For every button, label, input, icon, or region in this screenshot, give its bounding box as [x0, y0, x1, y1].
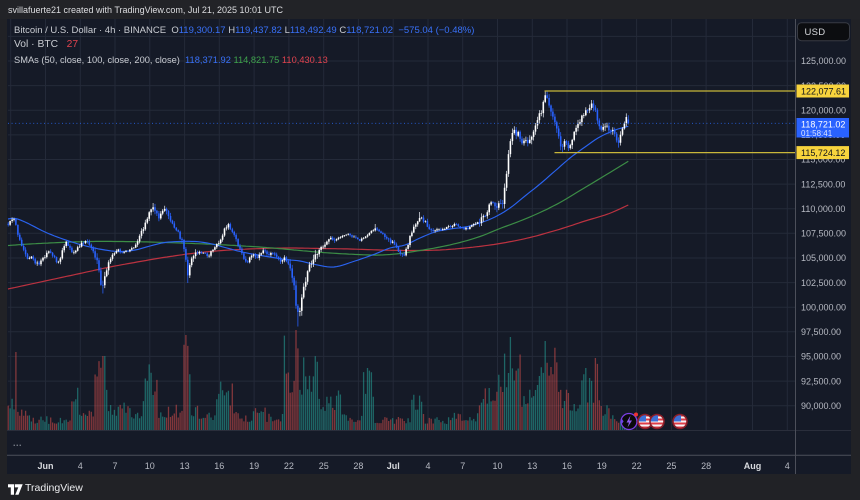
- svg-text:125,000.00: 125,000.00: [801, 56, 846, 66]
- svg-text:19: 19: [249, 461, 259, 471]
- svg-text:90,000.00: 90,000.00: [801, 401, 841, 411]
- svg-text:10: 10: [492, 461, 502, 471]
- svg-text:Jul: Jul: [387, 461, 400, 471]
- svg-text:120,000.00: 120,000.00: [801, 105, 846, 115]
- svg-text:16: 16: [214, 461, 224, 471]
- svg-text:13: 13: [527, 461, 537, 471]
- svg-text:95,000.00: 95,000.00: [801, 352, 841, 362]
- svg-text:7: 7: [460, 461, 465, 471]
- svg-text:22: 22: [284, 461, 294, 471]
- svg-text:102,500.00: 102,500.00: [801, 278, 846, 288]
- svg-text:110,000.00: 110,000.00: [801, 204, 845, 214]
- svg-text:107,500.00: 107,500.00: [801, 229, 846, 239]
- svg-text:10: 10: [145, 461, 155, 471]
- svg-text:4: 4: [78, 461, 83, 471]
- svg-text:Aug: Aug: [744, 461, 762, 471]
- svg-text:4: 4: [425, 461, 430, 471]
- svg-text:16: 16: [562, 461, 572, 471]
- svg-text:4: 4: [785, 461, 790, 471]
- svg-text:118,721.02: 118,721.02: [801, 120, 845, 130]
- svg-text:25: 25: [319, 461, 329, 471]
- svg-text:22: 22: [632, 461, 642, 471]
- svg-text:19: 19: [597, 461, 607, 471]
- svg-text:115,000.00: 115,000.00: [801, 155, 845, 165]
- svg-text:28: 28: [701, 461, 711, 471]
- svg-text:28: 28: [353, 461, 363, 471]
- svg-text:7: 7: [112, 461, 117, 471]
- svg-text:112,500.00: 112,500.00: [801, 179, 845, 189]
- svg-text:100,000.00: 100,000.00: [801, 302, 846, 312]
- svg-text:105,000.00: 105,000.00: [801, 253, 846, 263]
- svg-text:USD: USD: [805, 27, 826, 38]
- svg-text:97,500.00: 97,500.00: [801, 327, 841, 337]
- svg-text:Jun: Jun: [37, 461, 53, 471]
- svg-text:122,077.61: 122,077.61: [801, 86, 846, 96]
- svg-text:01:58:41: 01:58:41: [801, 129, 833, 138]
- svg-text:...: ...: [13, 438, 22, 448]
- svg-text:25: 25: [666, 461, 676, 471]
- svg-text:115,724.12: 115,724.12: [801, 148, 845, 158]
- svg-text:92,500.00: 92,500.00: [801, 376, 841, 386]
- svg-text:13: 13: [180, 461, 190, 471]
